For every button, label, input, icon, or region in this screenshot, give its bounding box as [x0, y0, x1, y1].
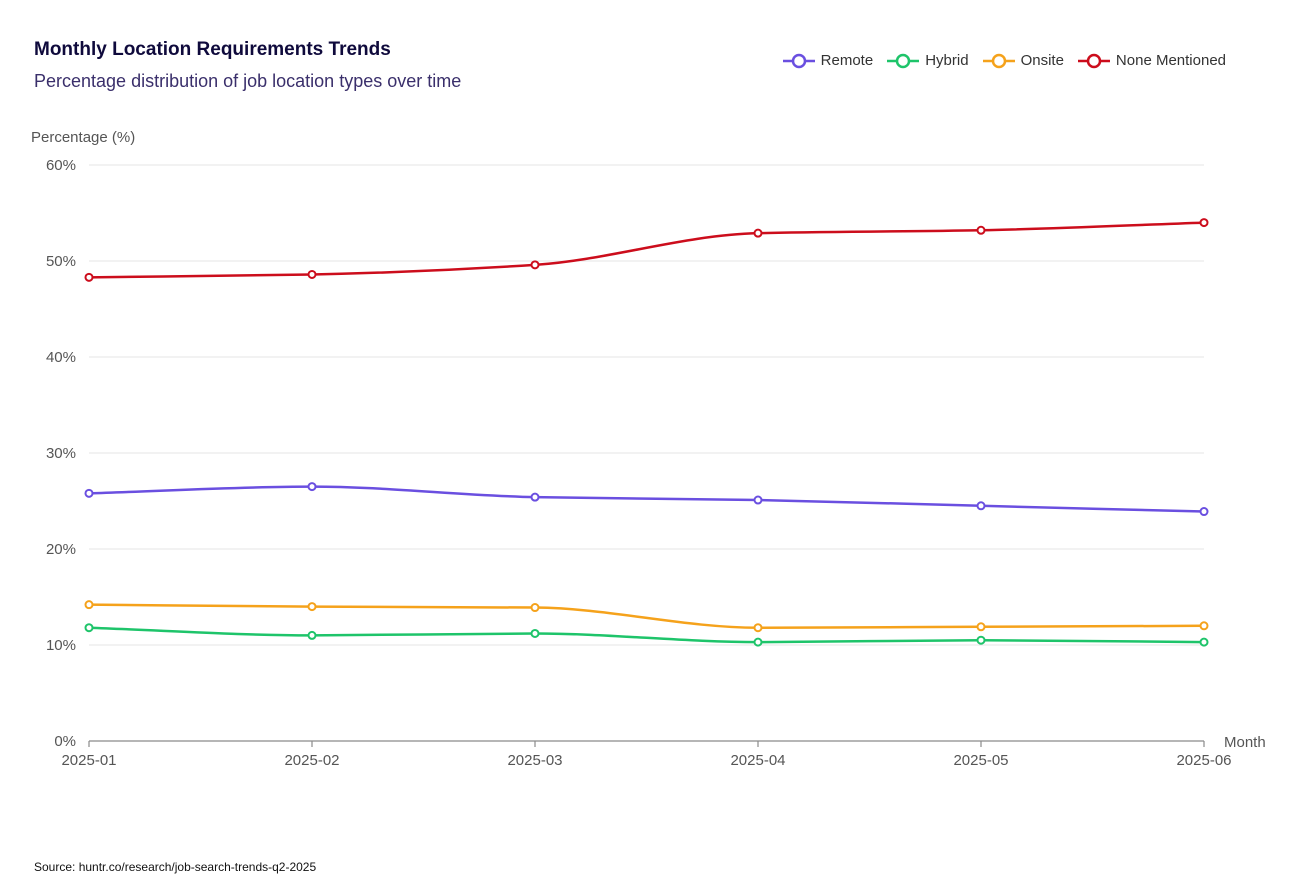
legend-label-none-mentioned: None Mentioned	[1115, 52, 1226, 69]
data-point-none-mentioned[interactable]	[84, 272, 94, 282]
data-point-onsite[interactable]	[753, 623, 763, 633]
data-point-remote[interactable]	[976, 501, 986, 511]
legend-item-onsite[interactable]: Onsite	[982, 52, 1064, 69]
data-point-hybrid[interactable]	[976, 635, 986, 645]
data-point-hybrid[interactable]	[307, 630, 317, 640]
source-note: Source: huntr.co/research/job-search-tre…	[34, 860, 317, 874]
x-tick-label: 2025-01	[61, 752, 116, 769]
x-tick-label: 2025-04	[730, 752, 785, 769]
legend-item-remote[interactable]: Remote	[782, 52, 874, 69]
data-point-none-mentioned[interactable]	[530, 260, 540, 270]
y-tick-label: 40%	[46, 349, 76, 366]
y-tick-label: 0%	[54, 733, 76, 750]
y-tick-label: 10%	[46, 637, 76, 654]
data-point-hybrid[interactable]	[530, 628, 540, 638]
x-tick-label: 2025-05	[953, 752, 1008, 769]
legend: Remote Hybrid Onsite None Mentioned	[782, 52, 1226, 69]
x-tick-label: 2025-03	[507, 752, 562, 769]
legend-item-none-mentioned[interactable]: None Mentioned	[1077, 52, 1226, 69]
grid-lines	[89, 164, 1204, 646]
legend-marker-hybrid	[887, 53, 920, 68]
data-point-onsite[interactable]	[307, 602, 317, 612]
y-tick-label: 20%	[46, 541, 76, 558]
data-point-hybrid[interactable]	[1199, 637, 1209, 647]
data-point-onsite[interactable]	[976, 622, 986, 632]
legend-item-hybrid[interactable]: Hybrid	[887, 52, 969, 69]
series-lines	[84, 218, 1209, 647]
data-point-remote[interactable]	[530, 492, 540, 502]
data-point-remote[interactable]	[753, 495, 763, 505]
series-line-hybrid	[88, 626, 1205, 644]
data-point-hybrid[interactable]	[753, 637, 763, 647]
data-point-hybrid[interactable]	[84, 623, 94, 633]
data-point-none-mentioned[interactable]	[753, 228, 763, 238]
x-tick-label: 2025-06	[1176, 752, 1231, 769]
data-point-onsite[interactable]	[530, 603, 540, 613]
series-line-remote	[88, 485, 1205, 513]
legend-marker-onsite	[982, 53, 1015, 68]
y-tick-label: 50%	[46, 253, 76, 270]
data-point-remote[interactable]	[307, 482, 317, 492]
data-point-none-mentioned[interactable]	[976, 225, 986, 235]
chart-subtitle: Percentage distribution of job location …	[34, 71, 462, 91]
chart-title: Monthly Location Requirements Trends	[34, 39, 391, 60]
data-point-none-mentioned[interactable]	[307, 269, 317, 279]
data-point-none-mentioned[interactable]	[1199, 218, 1209, 228]
data-point-onsite[interactable]	[1199, 621, 1209, 631]
y-axis-ticks: 0% 10% 20% 30% 40% 50% 60%	[46, 157, 76, 750]
y-axis-title: Percentage (%)	[31, 129, 135, 146]
series-line-onsite	[88, 603, 1205, 629]
data-point-onsite[interactable]	[84, 600, 94, 610]
legend-label-remote: Remote	[820, 52, 874, 69]
data-point-remote[interactable]	[1199, 507, 1209, 517]
x-axis: 2025-01 2025-02 2025-03 2025-04 2025-05 2025-…	[61, 740, 1232, 769]
y-tick-label: 60%	[46, 157, 76, 174]
x-axis-title: Month	[1224, 734, 1266, 751]
legend-marker-none-mentioned	[1077, 53, 1110, 68]
legend-label-onsite: Onsite	[1020, 52, 1064, 69]
y-tick-label: 30%	[46, 445, 76, 462]
data-point-remote[interactable]	[84, 488, 94, 498]
legend-marker-remote	[782, 53, 815, 68]
line-chart: 0%10%20%30%40%50%60% 2025-01 2025-02 2025-…	[31, 129, 1266, 769]
x-tick-label: 2025-02	[284, 752, 339, 769]
series-line-none-mentioned	[88, 221, 1205, 279]
legend-label-hybrid: Hybrid	[925, 52, 969, 69]
